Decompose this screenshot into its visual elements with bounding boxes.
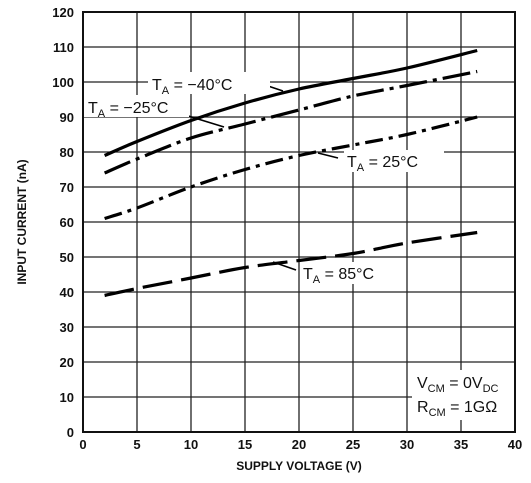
annotation-box-25c-neg — [84, 95, 189, 117]
annotation-ta-85c: TA = 85°C — [303, 266, 374, 286]
y-tick-label: 110 — [53, 40, 74, 55]
x-tick-label: 25 — [346, 437, 360, 452]
x-tick-label: 0 — [79, 437, 86, 452]
y-axis-label: INPUT CURRENT (nA) — [15, 159, 29, 284]
y-tick-label: 70 — [60, 180, 74, 195]
x-tick-label: 35 — [454, 437, 468, 452]
annotation-ta-minus-25c: TA = −25°C — [88, 100, 168, 120]
y-tick-label: 30 — [60, 320, 74, 335]
y-tick-label: 60 — [60, 215, 74, 230]
series-line-1 — [103, 69, 478, 175]
series-line-0 — [103, 48, 478, 157]
x-axis-label: SUPPLY VOLTAGE (V) — [236, 459, 362, 473]
y-tick-label: 90 — [60, 110, 74, 125]
y-tick-label: 50 — [60, 250, 74, 265]
y-tick-label: 0 — [67, 425, 74, 440]
y-tick-label: 10 — [60, 390, 74, 405]
annotation-leader-2 — [317, 152, 339, 159]
annotations: TA = −40°C TA = −25°C TA = 25°C TA = 85°… — [84, 72, 514, 420]
x-tick-label: 20 — [292, 437, 306, 452]
x-tick-label: 30 — [400, 437, 414, 452]
y-tick-label: 120 — [52, 5, 74, 20]
annotation-leader-1 — [184, 114, 225, 128]
plot-frame — [82, 11, 516, 433]
annotation-ta-25c: TA = 25°C — [347, 154, 418, 174]
annotation-rcm: RCM = 1GΩ — [417, 399, 497, 419]
annotation-box-40c — [148, 72, 270, 94]
series-line-3 — [104, 230, 478, 298]
y-tick-label: 40 — [60, 285, 74, 300]
annotation-box-25c — [344, 150, 444, 172]
annotation-vcm: VCM = 0VDC — [417, 375, 499, 395]
x-tick-label: 15 — [238, 437, 252, 452]
annotation-leader-0 — [267, 85, 284, 92]
annotation-box-85c — [300, 262, 400, 284]
annotation-box-conditions — [412, 370, 514, 420]
y-tick-label: 80 — [60, 145, 74, 160]
x-tick-label: 5 — [133, 437, 140, 452]
tick-labels: 0 5 10 15 20 25 30 35 40 0 10 20 30 40 50 60 70 80 90 100 11… — [52, 5, 522, 452]
x-tick-label: 10 — [184, 437, 198, 452]
annotation-ta-minus-40c: TA = −40°C — [152, 77, 232, 97]
x-tick-label: 40 — [508, 437, 522, 452]
series-line-2 — [104, 115, 478, 221]
annotation-leader-3 — [272, 261, 297, 271]
y-tick-label: 20 — [60, 355, 74, 370]
annotation-leaders — [184, 85, 339, 271]
grid — [83, 12, 515, 432]
y-tick-label: 100 — [52, 75, 74, 90]
